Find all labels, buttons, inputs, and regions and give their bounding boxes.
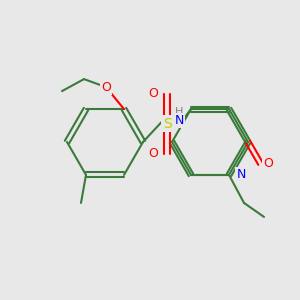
Text: N: N	[236, 168, 246, 182]
Text: O: O	[264, 157, 273, 170]
Text: N: N	[174, 114, 184, 127]
Text: S: S	[163, 116, 171, 130]
Text: O: O	[148, 147, 158, 160]
Text: O: O	[101, 81, 111, 94]
Text: O: O	[148, 87, 158, 100]
Text: H: H	[175, 107, 183, 117]
